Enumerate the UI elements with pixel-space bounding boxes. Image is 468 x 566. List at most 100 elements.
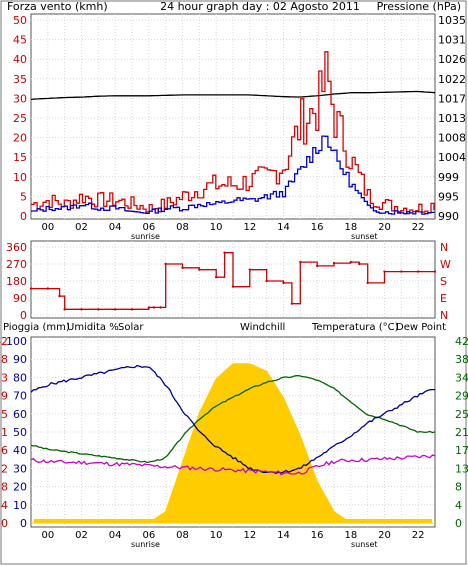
wind-left-tick-0: 0: [20, 210, 27, 223]
temperature-right-tick-8: 34: [455, 371, 468, 384]
wind-left-tick-5: 25: [13, 112, 27, 125]
header-center-title: 24 hour graph day : 02 Agosto 2011: [160, 0, 360, 13]
pressure-right-tick-6: 1017: [438, 92, 466, 105]
wind-direction-point-2: [58, 294, 61, 298]
hour-label-1-0: 00: [41, 530, 54, 541]
wind-direction-point-21: [299, 260, 302, 264]
rain-left-tick-4: 16: [0, 444, 8, 457]
wind-direction-point-17: [248, 268, 252, 271]
wind-direction-point-3: [63, 308, 66, 311]
wind-direction-point-29: [416, 270, 420, 273]
hour-label-1-8: 16: [311, 530, 324, 541]
wind-direction-point-0: [29, 287, 33, 290]
pressure-right-tick-5: 1013: [438, 112, 466, 125]
wind-direction-point-28: [400, 270, 403, 273]
header-left-wind-label: Forza vento (kmh): [7, 0, 108, 13]
wind-direction-marks: [29, 251, 437, 311]
pressure-right-tick-10: 1035: [438, 14, 466, 27]
wind-left-tick-3: 15: [13, 151, 27, 164]
rain-left-tick-8: 33: [0, 371, 8, 384]
dewpoint-line: [30, 454, 436, 476]
hour-label-1-10: 20: [378, 530, 391, 541]
humidity-tick-4: 40: [13, 444, 27, 457]
x-axis-labels: 00 02 04 06 08 10 12 14 16 18 20 22 sunrise sunset 00 0…: [41, 222, 424, 549]
hour-label-0-6: 12: [243, 222, 256, 233]
hour-label-1-6: 12: [243, 530, 256, 541]
hour-label-0-10: 20: [378, 222, 391, 233]
legend-humidity: Umidita %: [67, 322, 119, 333]
rain-left-tick-9: 38: [0, 353, 8, 366]
wind-direction-point-10: [159, 306, 162, 309]
hour-label-0-5: 10: [210, 222, 223, 233]
humidity-tick-6: 60: [13, 408, 27, 421]
wind-direction-point-12: [181, 266, 184, 269]
hour-label-0-4: 08: [176, 222, 189, 233]
wind-direction-point-6: [113, 308, 117, 311]
sunset-label-1: sunset: [351, 540, 378, 549]
wind-direction-point-15: [223, 251, 226, 254]
humidity-tick-7: 70: [13, 390, 27, 403]
direction-compass-tick-0: N: [440, 309, 448, 322]
direction-compass-tick-1: E: [440, 292, 447, 305]
hour-label-0-9: 18: [344, 222, 357, 233]
rain-left-tick-5: 21: [0, 426, 8, 439]
wind-direction-point-27: [383, 270, 386, 273]
wind-left-tick-1: 5: [20, 190, 27, 203]
direction-left-tick-0: 0: [20, 309, 27, 322]
wind-direction-point-5: [97, 308, 100, 311]
rain-left-tick-6: 25: [0, 408, 8, 421]
wind-direction-point-16: [231, 285, 235, 288]
legend-temperature: Temperatura (°C): [311, 322, 399, 333]
rain-left-tick-10: 42: [0, 335, 8, 348]
rain-left-tick-1: 4: [1, 499, 8, 512]
wind-direction-point-11: [164, 262, 167, 266]
rain-left-tick-7: 29: [0, 390, 8, 403]
legend-windchill: Windchill: [240, 322, 285, 333]
wind-left-tick-6: 30: [13, 92, 27, 105]
wind-left-tick-9: 45: [13, 34, 27, 47]
temperature-right-tick-0: 0: [455, 517, 462, 530]
hour-label-1-3: 06: [142, 530, 155, 541]
rain-left-tick-2: 8: [1, 481, 8, 494]
direction-left-tick-1: 90: [13, 292, 27, 305]
hour-label-0-8: 16: [311, 222, 324, 233]
legend-solar: Solar: [118, 322, 144, 333]
pressure-right-tick-4: 1008: [438, 132, 466, 145]
wind-direction-point-7: [130, 308, 134, 311]
wind-direction-point-1: [46, 287, 50, 290]
humidity-line: [30, 364, 436, 474]
rain-left-tick-3: 12: [0, 462, 8, 475]
direction-compass-tick-2: S: [440, 275, 447, 288]
wind-direction-point-8: [147, 306, 151, 309]
wind-direction-point-9: [152, 306, 156, 309]
wind-direction-point-24: [349, 260, 353, 264]
humidity-tick-0: 0: [20, 517, 27, 530]
wind-direction-point-23: [332, 261, 336, 265]
humidity-tick-9: 90: [13, 353, 27, 366]
temperature-right-tick-9: 38: [455, 353, 468, 366]
sunrise-label-1: sunrise: [131, 540, 160, 549]
wind-direction-point-14: [214, 276, 218, 279]
pressure-right-tick-2: 999: [438, 171, 459, 184]
hour-label-1-2: 04: [109, 530, 122, 541]
hour-label-0-0: 00: [41, 222, 54, 233]
wind-direction-point-26: [366, 281, 369, 285]
humidity-tick-10: 100: [6, 335, 27, 348]
legend-rain: Pioggia (mm): [3, 322, 70, 333]
wind-gust-line: [31, 51, 435, 215]
direction-left-tick-2: 180: [6, 275, 27, 288]
hour-label-0-11: 22: [412, 222, 425, 233]
wind-left-tick-10: 50: [13, 14, 27, 27]
wind-direction-point-18: [265, 279, 268, 283]
humidity-tick-2: 20: [13, 481, 27, 494]
rain-temp-tick-labels: 0481216212529333842010203040506070809010…: [0, 335, 468, 530]
temperature-right-tick-10: 42: [455, 335, 468, 348]
pressure-right-tick-0: 990: [438, 210, 459, 223]
hour-label-0-3: 06: [142, 222, 155, 233]
wind-pressure-marks: [30, 51, 436, 215]
pressure-right-tick-7: 1022: [438, 73, 466, 86]
hour-label-1-1: 02: [75, 530, 88, 541]
wind-left-tick-2: 10: [13, 171, 27, 184]
wind-left-tick-7: 35: [13, 73, 27, 86]
